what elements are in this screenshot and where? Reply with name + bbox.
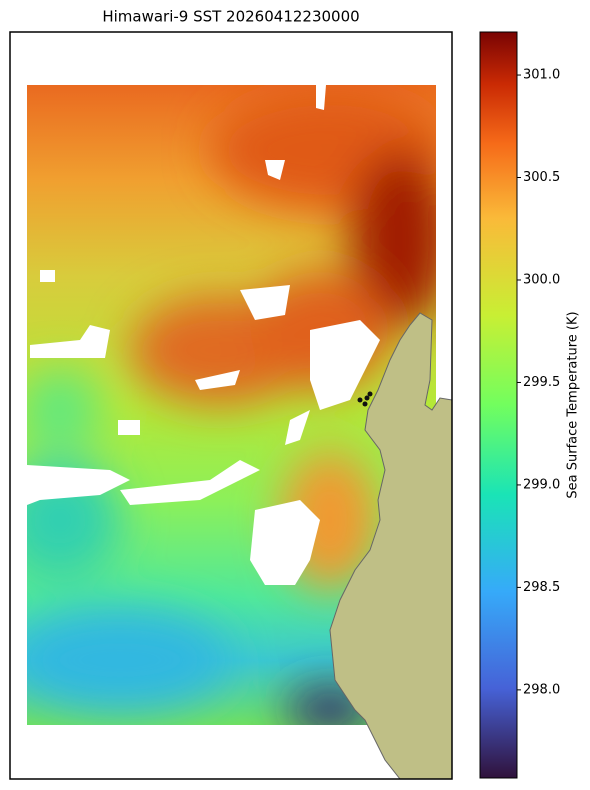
station-markers	[357, 391, 373, 407]
colorbar-tick-label: 299.5	[523, 375, 560, 390]
colorbar-tick-label: 299.0	[523, 477, 560, 492]
colorbar-tick-label: 301.0	[523, 68, 560, 83]
map-title: Himawari-9 SST 20260412230000	[102, 8, 359, 26]
clouds	[27, 85, 380, 585]
colorbar	[479, 31, 518, 779]
colorbar-label: Sea Surface Temperature (K)	[566, 311, 581, 498]
colorbar-tick-label: 298.5	[523, 580, 560, 595]
map-frame	[9, 31, 453, 780]
colorbar-tick-label: 298.0	[523, 682, 560, 697]
land	[329, 312, 453, 780]
sst-field	[27, 85, 436, 725]
colorbar-tick-label: 300.0	[523, 272, 560, 287]
colorbar-tick-label: 300.5	[523, 170, 560, 185]
